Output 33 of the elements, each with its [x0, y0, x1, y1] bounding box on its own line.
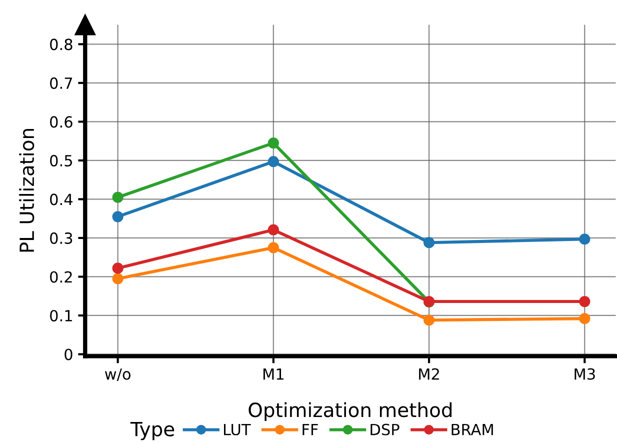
- x-tick-label: M3: [574, 368, 595, 380]
- point: [579, 313, 590, 324]
- point: [112, 211, 124, 222]
- y-tick-label: 0.2: [50, 271, 72, 283]
- point: [112, 273, 124, 284]
- y-tick-label: 0: [64, 348, 72, 360]
- y-tick-label: 0.8: [50, 38, 72, 50]
- x-tick-label: M1: [263, 368, 284, 380]
- y-tick-label: 0.1: [50, 310, 72, 322]
- y-tick-label: 0.6: [50, 116, 72, 128]
- y-tick-label: 0.7: [50, 77, 72, 89]
- y-tick-label: 0.3: [50, 232, 72, 244]
- y-tick-label: 0.4: [50, 194, 72, 206]
- legend-label: BRAM: [452, 424, 493, 436]
- point: [423, 314, 435, 326]
- point: [579, 234, 590, 245]
- point: [423, 237, 435, 248]
- legend-label: LUT: [224, 424, 251, 436]
- point: [579, 296, 590, 308]
- legend-label: DSP: [370, 424, 400, 436]
- point: [268, 156, 279, 168]
- x-tick-label: w/o: [104, 368, 130, 382]
- y-axis-title: PL Utilization: [19, 129, 34, 252]
- legend-label: FF: [302, 424, 318, 436]
- point: [268, 242, 279, 254]
- point: [112, 192, 124, 203]
- x-tick-label: M2: [419, 368, 439, 380]
- legend-title: Type: [130, 422, 174, 440]
- point: [268, 137, 279, 149]
- y-tick-label: 0.5: [50, 154, 72, 166]
- point: [112, 262, 124, 274]
- x-axis-title: Optimization method: [248, 402, 452, 422]
- point: [268, 224, 279, 236]
